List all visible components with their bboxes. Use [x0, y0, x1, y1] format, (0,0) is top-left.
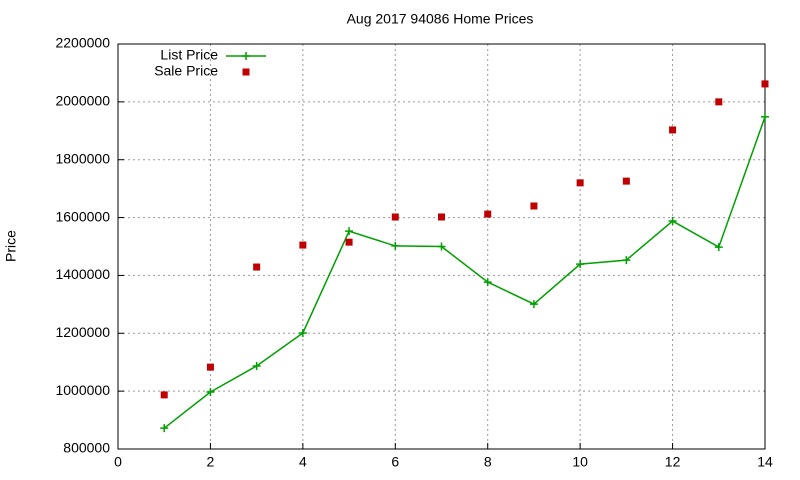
series-line — [163, 116, 766, 429]
y-tick-label: 1600000 — [55, 208, 110, 224]
y-tick-label: 2000000 — [55, 93, 110, 109]
x-tick-label: 4 — [299, 454, 307, 470]
y-tick-label: 1800000 — [55, 150, 110, 166]
point — [576, 179, 584, 187]
point — [206, 363, 214, 371]
point — [530, 202, 538, 210]
point — [299, 241, 307, 249]
y-tick-label: 800000 — [63, 440, 110, 456]
x-tick-label: 2 — [207, 454, 215, 470]
point — [622, 256, 631, 265]
y-tick-label: 1400000 — [55, 266, 110, 282]
point — [529, 300, 538, 309]
point — [438, 213, 445, 221]
point — [160, 391, 168, 399]
legend-label: Sale Price — [154, 63, 218, 79]
point — [484, 210, 492, 218]
point — [714, 243, 723, 252]
point — [483, 278, 492, 287]
point — [345, 238, 353, 246]
x-tick-label: 14 — [757, 454, 773, 470]
point — [761, 112, 769, 121]
point — [715, 98, 723, 106]
legend-label: List Price — [160, 47, 218, 63]
point — [253, 263, 261, 271]
x-tick-label: 6 — [391, 454, 399, 470]
y-tick-label: 2200000 — [55, 35, 110, 51]
point — [242, 68, 250, 76]
x-tick-label: 8 — [484, 454, 492, 470]
point — [298, 328, 307, 337]
x-tick-label: 10 — [572, 454, 588, 470]
point — [437, 242, 446, 251]
y-axis-label: Price — [3, 230, 19, 262]
point — [242, 52, 250, 60]
y-tick-label: 1200000 — [55, 324, 110, 340]
chart-title: Aug 2017 94086 Home Prices — [347, 11, 534, 27]
point — [160, 424, 169, 433]
x-tick-label: 12 — [665, 454, 681, 470]
point — [761, 80, 769, 88]
point — [206, 388, 215, 397]
point — [391, 213, 399, 221]
x-tick-label: 0 — [114, 454, 122, 470]
point — [622, 177, 630, 185]
point — [669, 126, 677, 134]
point — [668, 217, 677, 226]
point — [345, 227, 354, 236]
point — [391, 241, 400, 250]
plot-frame — [117, 43, 766, 450]
y-tick-label: 1000000 — [55, 382, 110, 398]
point — [252, 361, 261, 370]
point — [576, 260, 585, 269]
